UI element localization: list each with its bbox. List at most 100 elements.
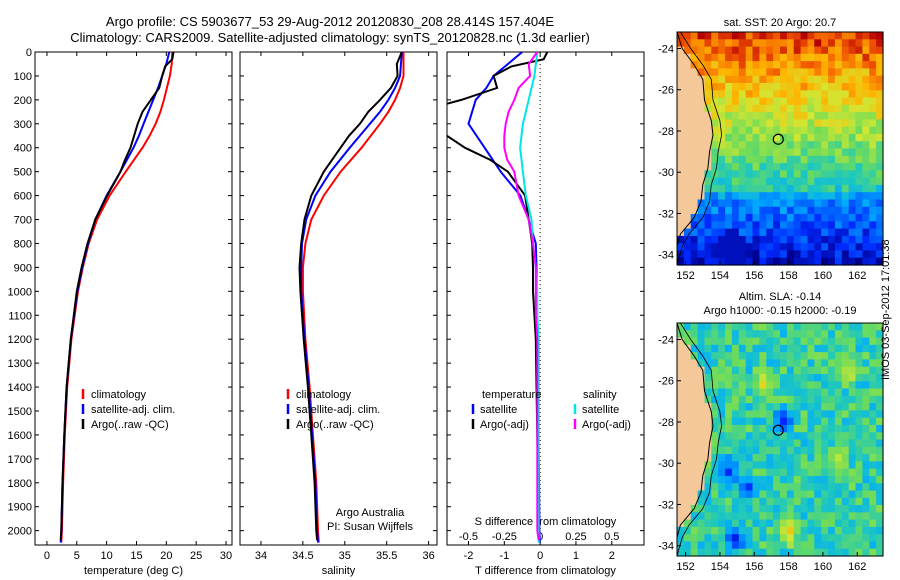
heatmap-cell bbox=[814, 112, 822, 120]
heatmap-cell bbox=[738, 112, 747, 120]
heatmap-cell bbox=[677, 490, 685, 499]
heatmap-cell bbox=[738, 126, 747, 135]
heatmap-cell bbox=[862, 483, 870, 492]
heatmap-cell bbox=[780, 221, 788, 230]
heatmap-cell bbox=[876, 497, 884, 506]
depth-tick-label: 400 bbox=[14, 143, 32, 155]
heatmap-cell bbox=[800, 250, 809, 259]
heatmap-cell bbox=[752, 155, 760, 164]
heatmap-cell bbox=[683, 104, 692, 113]
heatmap-cell bbox=[690, 468, 699, 477]
heatmap-cell bbox=[759, 206, 767, 215]
heatmap-cell bbox=[731, 133, 740, 142]
heatmap-cell bbox=[800, 403, 809, 411]
heatmap-cell bbox=[828, 454, 836, 462]
heatmap-cell bbox=[745, 446, 754, 455]
heatmap-cell bbox=[711, 97, 719, 106]
heatmap-cell bbox=[718, 344, 726, 353]
heatmap-cell bbox=[752, 192, 760, 201]
heatmap-cell bbox=[841, 141, 850, 150]
heatmap-cell bbox=[697, 214, 706, 222]
heatmap-cell bbox=[814, 505, 822, 513]
heatmap-cell bbox=[704, 526, 712, 535]
heatmap-cell bbox=[738, 163, 747, 171]
heatmap-cell bbox=[773, 323, 781, 331]
heatmap-cell bbox=[690, 119, 699, 128]
heatmap-cell bbox=[814, 526, 822, 535]
heatmap-cell bbox=[821, 250, 829, 259]
heatmap-cell bbox=[780, 68, 788, 77]
heatmap-cell bbox=[745, 53, 754, 62]
heatmap-cell bbox=[807, 214, 815, 222]
x-axis-label-temperature: temperature (deg C) bbox=[84, 565, 183, 577]
heatmap-cell bbox=[869, 250, 877, 259]
heatmap-cell bbox=[828, 475, 836, 484]
heatmap-cell bbox=[862, 446, 870, 455]
heatmap-cell bbox=[759, 454, 767, 462]
heatmap-cell bbox=[876, 454, 884, 462]
heatmap-cell bbox=[869, 526, 877, 535]
depth-tick-label: 800 bbox=[14, 238, 32, 250]
heatmap-cell bbox=[862, 61, 870, 69]
heatmap-cell bbox=[814, 68, 822, 77]
heatmap-cell bbox=[793, 119, 802, 128]
heatmap-cell bbox=[766, 381, 774, 390]
depth-tick-label: 1900 bbox=[8, 502, 32, 514]
heatmap-cell bbox=[793, 512, 802, 521]
heatmap-cell bbox=[725, 534, 733, 543]
heatmap-cell bbox=[780, 417, 788, 426]
heatmap-cell bbox=[773, 374, 781, 382]
heatmap-cell bbox=[718, 366, 726, 375]
heatmap-cell bbox=[828, 374, 836, 382]
heatmap-cell bbox=[828, 424, 836, 433]
heatmap-cell bbox=[876, 155, 884, 164]
heatmap-cell bbox=[876, 330, 884, 339]
heatmap-cell bbox=[704, 330, 712, 339]
heatmap-cell bbox=[766, 330, 774, 339]
heatmap-cell bbox=[807, 39, 815, 48]
heatmap-cell bbox=[828, 177, 836, 186]
lat-tick-label: -32 bbox=[658, 208, 674, 220]
heatmap-cell bbox=[848, 505, 857, 513]
heatmap-cell bbox=[780, 548, 788, 557]
heatmap-cell bbox=[855, 468, 863, 477]
heatmap-cell bbox=[745, 90, 754, 99]
heatmap-cell bbox=[697, 184, 706, 193]
heatmap-cell bbox=[869, 330, 877, 339]
heatmap-cell bbox=[876, 75, 884, 84]
heatmap-cell bbox=[711, 119, 719, 128]
heatmap-cell bbox=[773, 177, 781, 186]
x-tick-label: 36 bbox=[422, 550, 434, 562]
heatmap-cell bbox=[697, 526, 706, 535]
heatmap-cell bbox=[752, 177, 760, 186]
heatmap-cell bbox=[855, 388, 863, 397]
s-axis-label: S difference from climatology bbox=[475, 516, 617, 528]
heatmap-cell bbox=[828, 163, 836, 171]
heatmap-cell bbox=[759, 235, 767, 244]
heatmap-cell bbox=[745, 505, 754, 513]
heatmap-cell bbox=[793, 75, 802, 84]
heatmap-cell bbox=[766, 61, 774, 69]
heatmap-cell bbox=[814, 534, 822, 543]
heatmap-cell bbox=[683, 192, 692, 201]
heatmap-cell bbox=[725, 359, 733, 368]
heatmap-cell bbox=[869, 417, 877, 426]
heatmap-cell bbox=[793, 170, 802, 179]
heatmap-cell bbox=[841, 490, 850, 499]
heatmap-cell bbox=[738, 337, 747, 346]
heatmap-cell bbox=[745, 68, 754, 77]
heatmap-cell bbox=[677, 155, 685, 164]
heatmap-cell bbox=[711, 90, 719, 99]
heatmap-cell bbox=[677, 148, 685, 157]
heatmap-cell bbox=[690, 490, 699, 499]
heatmap-cell bbox=[780, 184, 788, 193]
heatmap-cell bbox=[869, 177, 877, 186]
heatmap-cell bbox=[855, 417, 863, 426]
heatmap-cell bbox=[821, 39, 829, 48]
heatmap-cell bbox=[780, 424, 788, 433]
heatmap-cell bbox=[841, 228, 850, 237]
heatmap-cell bbox=[841, 119, 850, 128]
heatmap-cell bbox=[697, 126, 706, 135]
heatmap-cell bbox=[725, 461, 733, 470]
heatmap-cell bbox=[780, 141, 788, 150]
